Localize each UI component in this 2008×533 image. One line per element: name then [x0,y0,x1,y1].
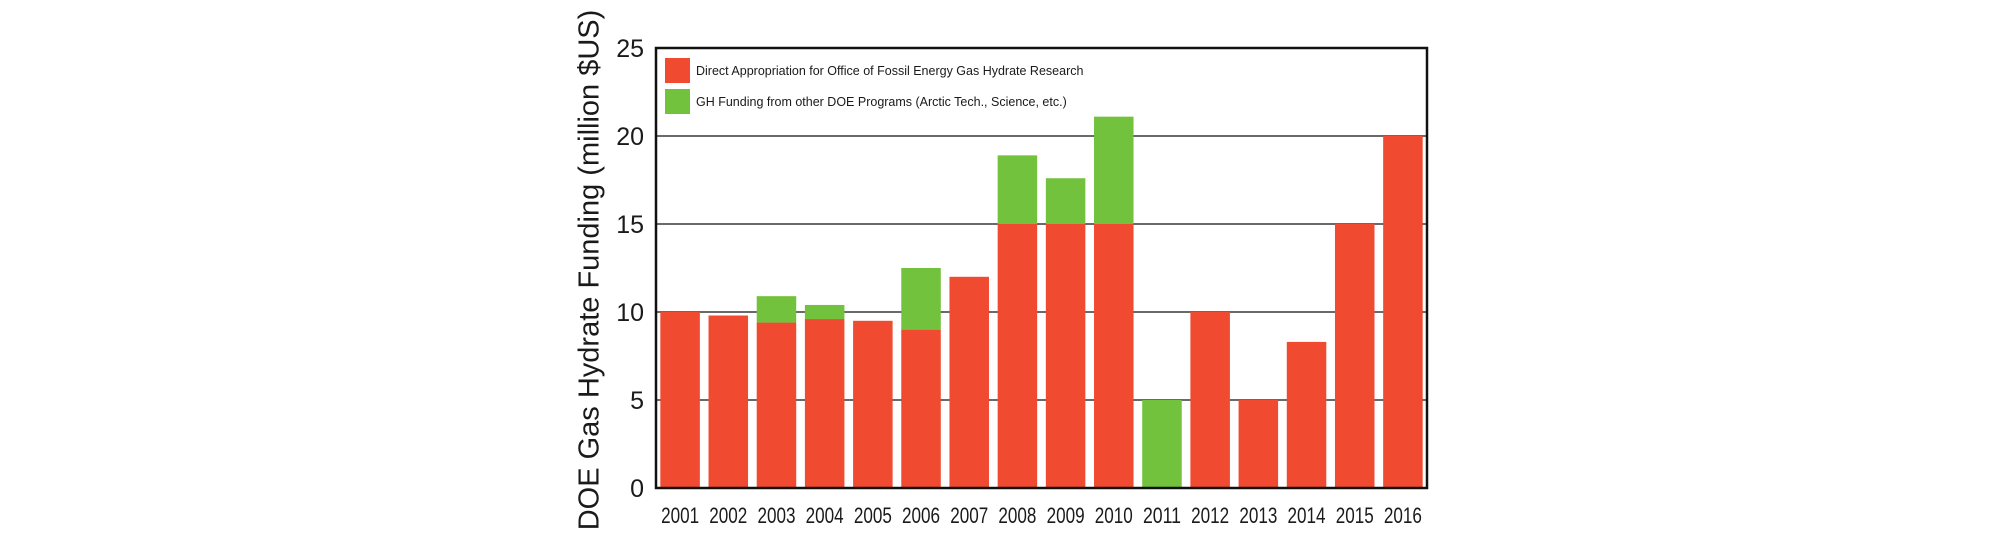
y-tick-label: 20 [616,123,644,151]
bar-2004-series-2 [804,304,845,320]
legend-swatch [665,89,690,114]
x-tick-label: 2004 [806,503,844,528]
x-tick-label: 2007 [950,503,988,528]
bar-2006-series-1 [901,329,941,488]
x-tick-label: 2006 [902,503,940,528]
bar-2011-series-2 [1142,400,1182,488]
x-tick-labels: 2001 2002 2003 2004 2005 2006 2007 2008 2009 2010… [661,503,1422,528]
bar-2003-series-2 [756,296,797,323]
bar-2006-series-2 [901,268,941,330]
bar-2008-series-2 [997,155,1038,224]
bar-2010-series-1 [1094,224,1134,488]
bar-2015-series-1 [1334,224,1375,488]
x-tick-label: 2015 [1336,503,1374,528]
x-tick-label: 2002 [709,503,747,528]
x-tick-label: 2012 [1191,503,1229,528]
y-tick-label: 5 [630,387,644,415]
bar-2012-series-1 [1190,312,1230,488]
bar-2016-series-1 [1383,136,1423,488]
bars [660,116,1423,488]
legend: Direct Appropriation for Office of Fossi… [665,58,1083,114]
y-tick-label: 25 [616,35,644,63]
bar-2001-series-1 [660,312,700,488]
legend-label: GH Funding from other DOE Programs (Arct… [696,95,1067,109]
plot-frame [654,46,1429,490]
x-tick-label: 2011 [1143,503,1181,528]
y-tick-labels: 0 5 10 15 20 25 [616,35,644,503]
bar-2005-series-1 [853,320,893,488]
x-tick-label: 2016 [1384,503,1422,528]
x-tick-label: 2010 [1095,503,1133,528]
bar-2003-series-1 [756,322,797,488]
x-tick-label: 2008 [998,503,1036,528]
x-tick-label: 2005 [854,503,892,528]
x-tick-label: 2014 [1288,503,1326,528]
x-tick-label: 2013 [1239,503,1277,528]
bar-2013-series-1 [1238,400,1279,488]
x-tick-label: 2009 [1047,503,1085,528]
legend-label: Direct Appropriation for Office of Fossi… [696,64,1083,78]
y-tick-label: 15 [616,211,644,239]
bar-2007-series-1 [949,276,989,488]
bar-2010-series-2 [1094,116,1134,224]
bar-2004-series-1 [804,319,845,488]
x-tick-label: 2001 [661,503,699,528]
bar-2009-series-1 [1045,224,1086,488]
bar-2008-series-1 [997,224,1038,488]
y-tick-label: 10 [616,299,644,327]
x-tick-label: 2003 [757,503,795,528]
bar-2009-series-2 [1045,178,1086,224]
bar-2014-series-1 [1286,341,1327,488]
legend-swatch [665,58,690,83]
bar-2002-series-1 [708,315,749,488]
y-tick-label: 0 [630,475,644,503]
